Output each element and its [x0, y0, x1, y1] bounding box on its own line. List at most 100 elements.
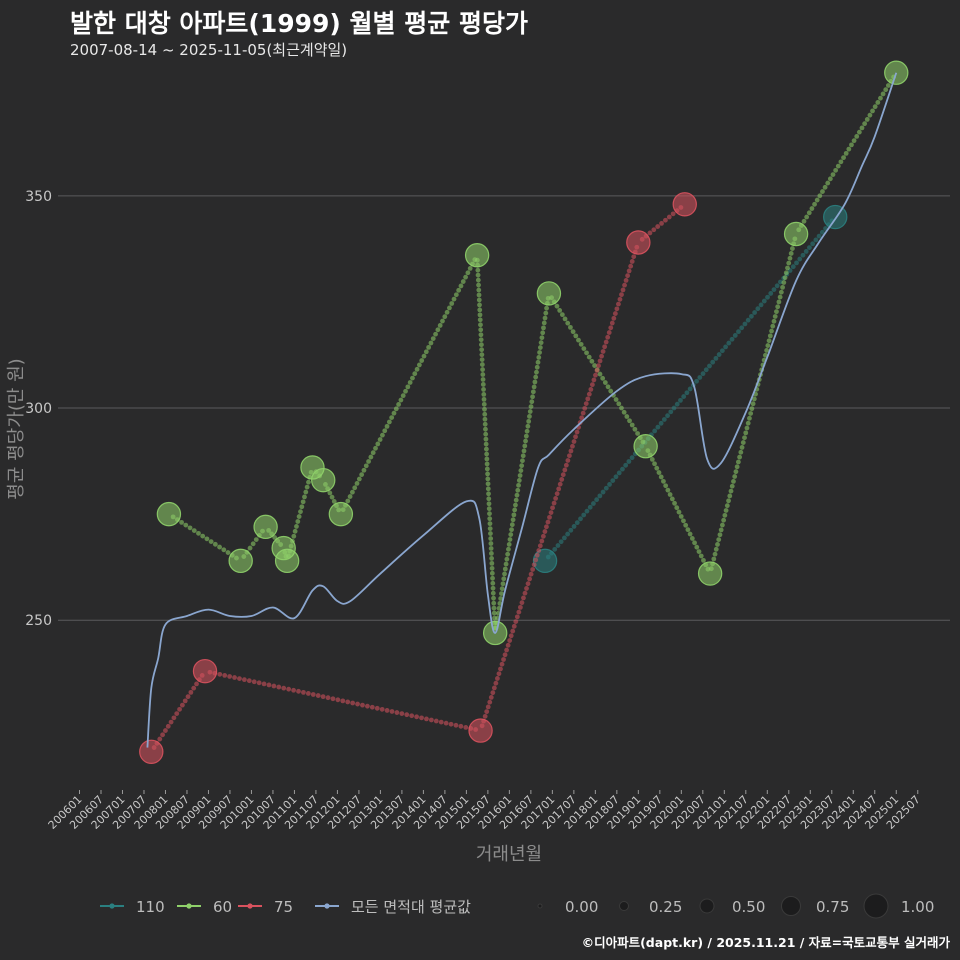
connector-dot	[731, 478, 736, 484]
connector-dot	[851, 138, 857, 144]
connector-dot	[554, 303, 560, 309]
connector-dot	[315, 693, 321, 698]
connector-dot	[485, 476, 491, 482]
connector-dot	[476, 282, 481, 288]
connector-dot	[581, 346, 587, 352]
gridlines	[58, 195, 950, 621]
connector-dot	[586, 354, 592, 360]
connector-dot	[594, 497, 600, 503]
connector-dot	[507, 638, 513, 643]
connector-dot	[511, 623, 517, 629]
connector-dot	[625, 273, 631, 279]
connector-dot	[506, 541, 512, 547]
connector-dot	[480, 372, 486, 377]
connector-dot	[701, 557, 706, 563]
connector-dot	[878, 95, 883, 101]
connector-dot	[483, 441, 489, 447]
connector-dot	[557, 481, 563, 487]
connector-dot	[576, 337, 581, 343]
connector-dot	[510, 628, 516, 634]
connector-dot	[426, 344, 432, 350]
connector-dot	[656, 470, 662, 475]
data-point	[468, 718, 493, 743]
connector-dot	[291, 687, 296, 693]
connector-dot	[512, 507, 518, 513]
connector-dot	[528, 404, 534, 410]
connector-dot	[596, 363, 601, 369]
connector-dot	[729, 336, 735, 342]
connector-dot	[603, 485, 609, 491]
connector-dot	[542, 529, 548, 534]
connector-dot	[482, 411, 488, 417]
connector-dot	[165, 723, 171, 729]
connector-dot	[382, 428, 388, 434]
connector-dot	[732, 333, 738, 338]
connector-dot	[543, 310, 549, 316]
connector-dot	[719, 348, 725, 354]
connector-dot	[399, 711, 405, 717]
connector-dot	[515, 487, 521, 493]
connector-dot	[736, 329, 741, 335]
connector-dot	[465, 270, 471, 276]
connector-dot	[414, 714, 420, 720]
connector-dot	[488, 541, 494, 546]
size-legend-item-4: 1.00	[863, 893, 934, 919]
connector-dot	[608, 388, 614, 394]
connector-dot	[743, 430, 749, 436]
connector-dot	[733, 469, 739, 475]
connector-dot	[302, 494, 307, 500]
connector-dot	[475, 272, 481, 278]
connector-dot	[484, 451, 490, 457]
connector-dot	[782, 275, 788, 281]
chart-subtitle: 2007-08-14 ~ 2025-11-05(최근계약일)	[70, 41, 348, 59]
connector-dot	[491, 595, 496, 601]
connector-dot	[531, 384, 537, 390]
connector-dot	[447, 305, 452, 311]
connector-dot	[841, 155, 846, 161]
connector-dot	[814, 197, 820, 203]
connector-dot	[629, 455, 635, 461]
connector-dot	[553, 495, 559, 501]
connector-dot	[713, 546, 719, 552]
connector-dot	[659, 221, 664, 226]
connector-dot	[678, 514, 684, 519]
connector-dot	[509, 522, 515, 528]
connector-dot	[527, 576, 532, 582]
data-point	[311, 467, 336, 493]
connector-dot	[599, 353, 604, 359]
connector-dot	[591, 377, 597, 383]
connector-dot	[400, 393, 406, 399]
connector-dot	[534, 552, 540, 558]
connector-dot	[478, 322, 483, 328]
connector-dot	[475, 267, 481, 273]
connector-dot	[700, 371, 706, 377]
connector-dot	[407, 380, 413, 385]
connector-dot	[481, 387, 486, 392]
connector-dot	[501, 576, 507, 582]
connector-dot	[568, 527, 574, 533]
connector-dot	[585, 396, 591, 402]
connector-dot	[654, 465, 660, 471]
connector-dot	[481, 391, 487, 397]
connector-dot	[622, 282, 627, 288]
connector-dot	[611, 315, 617, 321]
connector-dot	[801, 218, 807, 224]
connector-dot	[247, 545, 253, 551]
connector-dot	[587, 504, 593, 510]
connector-dot	[830, 172, 836, 177]
connector-dot	[504, 647, 510, 653]
connector-dot	[476, 297, 482, 303]
connector-dot	[607, 482, 612, 487]
legend-swatch-dot	[324, 903, 330, 909]
connector-dot	[488, 546, 494, 551]
connector-dot	[384, 708, 390, 713]
connector-dot	[833, 167, 839, 173]
connector-dot	[212, 541, 218, 547]
connector-dot	[438, 719, 444, 725]
y-tick-label: 300	[25, 401, 52, 417]
connector-dot	[482, 406, 487, 412]
connector-dot	[493, 680, 499, 686]
connector-dot	[578, 341, 584, 347]
connector-dot	[463, 724, 469, 730]
legend-label: 모든 면적대 평균값	[351, 898, 471, 916]
